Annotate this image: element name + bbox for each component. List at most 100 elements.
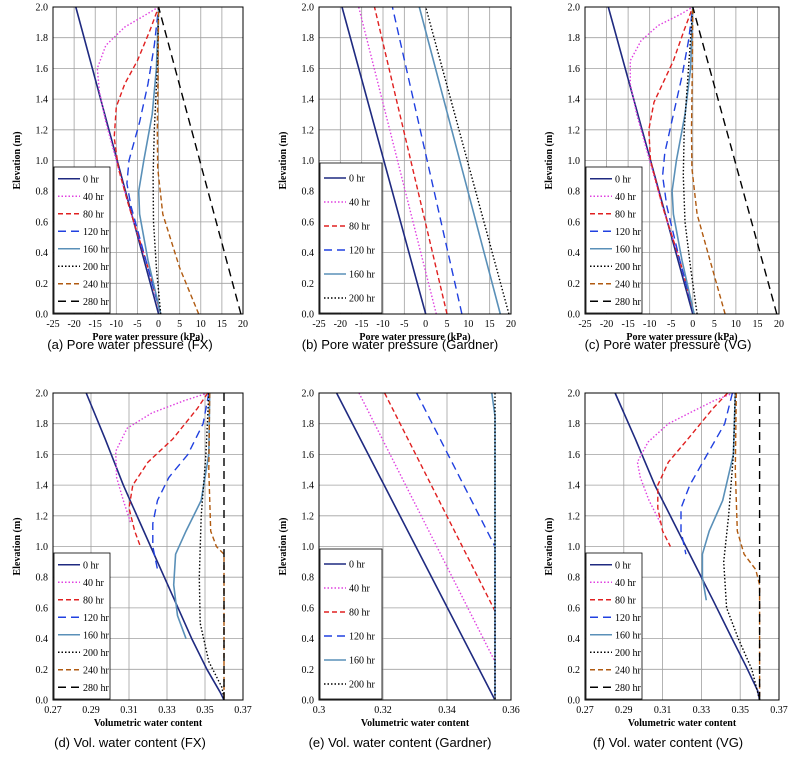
y-tick-label: 1.2 [302,125,315,136]
legend-label: 80 hr [349,222,371,233]
y-tick-label: 0.4 [568,248,581,259]
y-tick-label: 1.6 [36,450,49,461]
y-tick-label: 0.0 [36,310,49,321]
legend-label: 0 hr [349,174,366,185]
series-line-0hr [341,6,427,315]
y-tick-label: 1.6 [302,64,315,75]
legend-label: 200 hr [349,680,376,691]
y-tick-label: 1.2 [302,511,315,522]
legend-box [585,552,643,700]
y-tick-label: 2.0 [302,389,315,400]
panel-4: 0.27 0.29 0.31 0.33 0.35 0.37 0.0 0.2 0.4 0.6 0.8 1… [12,389,252,751]
x-tick-label: 20 [238,319,248,330]
series-line-120hr [661,6,695,315]
series-line-80hr [657,392,729,547]
y-tick-label: 0.4 [302,248,315,259]
series-line-80hr [113,6,162,315]
x-tick-label: 15 [752,319,762,330]
x-tick-label: 0.37 [770,705,788,716]
y-tick-label: 0.2 [568,665,581,676]
legend-label: 120 hr [349,246,376,257]
y-tick-label: 0.2 [568,279,581,290]
y-tick-label: 0.2 [36,665,49,676]
x-tick-label: 0.34 [438,705,456,716]
y-tick-label: 1.4 [302,481,315,492]
x-tick-label: 0.33 [158,705,176,716]
x-tick-label: 0.36 [502,705,520,716]
panel-caption: (e) Vol. water content (Gardner) [309,735,492,750]
x-axis-label: Pore water pressure (kPa) [92,332,203,343]
y-tick-label: 0.8 [568,573,581,584]
y-tick-label: 0.6 [302,603,315,614]
plot-frame [318,392,512,701]
y-tick-label: 1.4 [302,95,315,106]
legend-label: 120 hr [83,227,110,238]
panel-caption: (a) Pore water pressure (FX) [47,337,212,352]
legend-label: 0 hr [83,560,100,571]
x-tick-label: -5 [400,319,408,330]
legend-label: 120 hr [83,613,110,624]
legend-label: 160 hr [349,270,376,281]
y-axis-label: Elevation (m) [12,131,23,189]
legend-label: 160 hr [615,630,642,641]
x-tick-label: 10 [463,319,473,330]
legend: 0 hr 40 hr 80 hr 120 hr 160 hr 200 hr [319,162,383,314]
x-tick-label: 5 [177,319,182,330]
series-line-80hr [648,6,695,315]
series-line-40hr [358,6,437,315]
y-tick-label: 1.4 [36,95,49,106]
x-tick-label: -15 [621,319,634,330]
y-tick-label: 0.4 [36,248,49,259]
panel-caption: (f) Vol. water content (VG) [593,735,743,750]
legend-label: 200 hr [83,648,110,659]
y-tick-label: 2.0 [302,3,315,14]
x-tick-label: 5 [712,319,717,330]
series-line-280hr [157,6,242,315]
panel-caption: (d) Vol. water content (FX) [54,735,206,750]
y-tick-label: 0.4 [302,634,315,645]
legend-label: 120 hr [615,613,642,624]
series-line-80hr [128,392,209,547]
y-tick-label: 1.6 [302,450,315,461]
x-tick-label: 0.35 [196,705,214,716]
legend-label: 160 hr [83,244,110,255]
legend-label: 280 hr [83,297,110,308]
x-tick-label: -10 [376,319,389,330]
y-tick-label: 0.0 [568,310,581,321]
legend-label: 200 hr [615,262,642,273]
x-tick-label: 0 [423,319,428,330]
y-tick-label: 0.4 [568,634,581,645]
legend-label: 200 hr [83,262,110,273]
x-tick-label: -25 [46,319,59,330]
panel-1: -25 -20 -15 -10 -5 0 5 10 15 20 0.0 0.2 0.4 0.6 0.8 1.0… [12,3,248,353]
series-line-0hr [607,6,694,315]
x-tick-label: 5 [445,319,450,330]
y-tick-label: 1.8 [302,419,315,430]
legend: 0 hr 40 hr 80 hr 120 hr 160 hr 200 hr 240 hr 28… [585,166,643,314]
legend-label: 240 hr [83,279,110,290]
x-axis-label: Volumetric water content [361,718,470,729]
series-line-200hr [682,6,698,315]
y-tick-label: 0.6 [568,603,581,614]
y-tick-label: 1.2 [36,511,49,522]
panel-caption: (b) Pore water pressure (Gardner) [302,337,499,352]
y-tick-label: 1.6 [568,450,581,461]
series-line-80hr [373,6,448,315]
y-tick-label: 0.0 [302,696,315,707]
x-axis-label: Pore water pressure (kPa) [359,332,470,343]
x-tick-label: 0.27 [576,705,594,716]
x-tick-label: 20 [774,319,784,330]
legend-label: 200 hr [615,648,642,659]
legend-label: 280 hr [83,683,110,694]
x-tick-label: -5 [667,319,675,330]
x-axis-label: Pore water pressure (kPa) [626,332,737,343]
x-tick-label: 0.32 [374,705,392,716]
legend-label: 0 hr [615,560,632,571]
legend-box [53,552,111,700]
y-tick-label: 0.8 [568,187,581,198]
legend-label: 240 hr [615,665,642,676]
legend-label: 80 hr [615,209,637,220]
x-tick-label: -15 [89,319,102,330]
y-tick-label: 1.0 [568,156,581,167]
